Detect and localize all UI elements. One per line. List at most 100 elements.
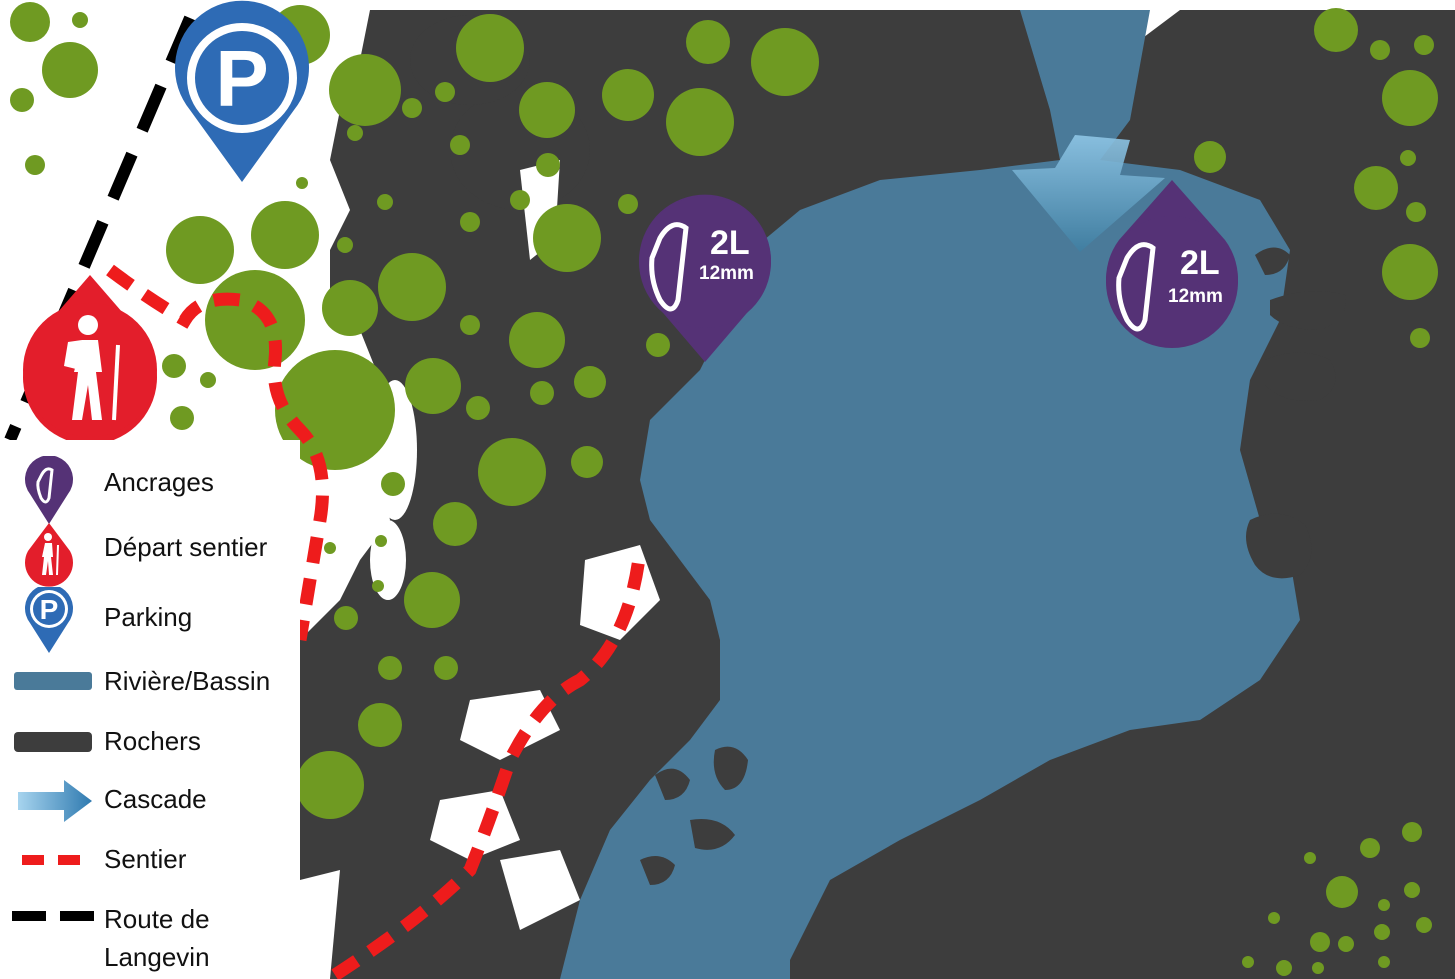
tree-canopy bbox=[1416, 917, 1432, 933]
legend-item-parking: P Parking bbox=[0, 585, 300, 653]
tree-canopy bbox=[1378, 899, 1390, 911]
tree-canopy bbox=[519, 82, 575, 138]
tree-canopy bbox=[618, 194, 638, 214]
tree-canopy bbox=[322, 280, 378, 336]
legend-label-river: Rivière/Bassin bbox=[104, 666, 271, 696]
tree-canopy bbox=[460, 315, 480, 335]
tree-canopy bbox=[1378, 956, 1390, 968]
trail-line bbox=[106, 264, 647, 979]
parking-marker-icon: P bbox=[175, 0, 310, 182]
hiker-marker-icon bbox=[22, 275, 157, 445]
tree-canopy bbox=[402, 98, 422, 118]
tree-canopy bbox=[324, 542, 336, 554]
legend-label-road: Route de Langevin bbox=[104, 904, 210, 972]
legend-label-parking: Parking bbox=[104, 602, 193, 632]
tree-canopy bbox=[433, 502, 477, 546]
tree-canopy bbox=[1414, 35, 1434, 55]
legend-label-trail-start: Départ sentier bbox=[104, 532, 268, 562]
legend-item-anchors: Ancrages bbox=[0, 450, 300, 524]
tree-canopy bbox=[478, 438, 546, 506]
carabiner-marker-icon bbox=[25, 456, 73, 524]
legend-item-rocks: Rochers bbox=[0, 722, 300, 778]
tree-canopy bbox=[1400, 150, 1416, 166]
tree-canopy bbox=[166, 216, 234, 284]
legend-label-anchors: Ancrages bbox=[104, 467, 214, 497]
tree-canopy bbox=[1354, 166, 1398, 210]
legend-item-cascade: Cascade bbox=[0, 774, 300, 830]
river-swatch-icon bbox=[14, 672, 92, 690]
tree-canopy bbox=[646, 333, 670, 357]
tree-canopy bbox=[435, 82, 455, 102]
tree-canopy bbox=[347, 125, 363, 141]
tree-canopy bbox=[466, 396, 490, 420]
anchor-left-size: 12mm bbox=[699, 263, 754, 284]
anchor-right-size: 12mm bbox=[1168, 286, 1223, 307]
legend-label-rocks: Rochers bbox=[104, 726, 201, 756]
tree-canopy bbox=[571, 446, 603, 478]
road-dash-icon bbox=[12, 911, 94, 921]
tree-canopy bbox=[574, 366, 606, 398]
anchor-left-count: 2L bbox=[710, 224, 750, 262]
tree-canopy bbox=[1276, 960, 1292, 976]
tree-canopy bbox=[334, 606, 358, 630]
tree-canopy bbox=[1326, 876, 1358, 908]
tree-canopy bbox=[329, 54, 401, 126]
tree-canopy bbox=[42, 42, 98, 98]
tree-canopy bbox=[72, 12, 88, 28]
legend-item-road: Route de Langevin bbox=[0, 898, 300, 978]
tree-canopy bbox=[10, 2, 50, 42]
legend-label-trail: Sentier bbox=[104, 844, 187, 874]
rocks-swatch-icon bbox=[14, 732, 92, 752]
tree-canopy bbox=[686, 20, 730, 64]
tree-canopy bbox=[337, 237, 353, 253]
tree-canopy bbox=[1406, 202, 1426, 222]
legend-label-cascade: Cascade bbox=[104, 784, 207, 814]
tree-canopy bbox=[381, 472, 405, 496]
tree-canopy bbox=[456, 14, 524, 82]
tree-canopy bbox=[1382, 70, 1438, 126]
tree-canopy bbox=[251, 201, 319, 269]
tree-canopy bbox=[1310, 932, 1330, 952]
legend-item-trail: Sentier bbox=[0, 840, 300, 896]
tree-canopy bbox=[450, 135, 470, 155]
tree-canopy bbox=[1360, 838, 1380, 858]
tree-canopy bbox=[1370, 40, 1390, 60]
tree-canopy bbox=[1410, 328, 1430, 348]
tree-canopy bbox=[170, 406, 194, 430]
map-legend: Ancrages Départ sentier P Parking Rivièr… bbox=[0, 440, 300, 979]
tree-canopy bbox=[200, 372, 216, 388]
tree-canopy bbox=[205, 270, 305, 370]
tree-canopy bbox=[25, 155, 45, 175]
anchor-marker-left: 2L 12mm bbox=[638, 194, 771, 362]
cascade-arrow-icon bbox=[18, 780, 92, 822]
tree-canopy bbox=[296, 177, 308, 189]
parking-marker-letter: P bbox=[215, 34, 268, 123]
parking-marker-icon: P bbox=[25, 587, 73, 653]
tree-canopy bbox=[372, 580, 384, 592]
tree-canopy bbox=[751, 28, 819, 96]
tree-canopy bbox=[162, 354, 186, 378]
tree-canopy bbox=[1404, 882, 1420, 898]
tree-canopy bbox=[1312, 962, 1324, 974]
tree-canopy bbox=[405, 358, 461, 414]
tree-canopy bbox=[536, 153, 560, 177]
tree-canopy bbox=[1304, 852, 1316, 864]
cascade-arrow bbox=[1012, 135, 1165, 252]
anchor-right-count: 2L bbox=[1180, 244, 1220, 282]
tree-canopy bbox=[377, 194, 393, 210]
tree-canopy bbox=[1242, 956, 1254, 968]
tree-canopy bbox=[10, 88, 34, 112]
tree-canopy bbox=[460, 212, 480, 232]
tree-canopy bbox=[1374, 924, 1390, 940]
rocks-in-water bbox=[640, 247, 1346, 885]
tree-canopy bbox=[1268, 912, 1280, 924]
tree-canopy bbox=[1402, 822, 1422, 842]
anchor-marker-right: 2L 12mm bbox=[1106, 180, 1238, 348]
tree-canopy bbox=[530, 381, 554, 405]
tree-canopy bbox=[404, 572, 460, 628]
tree-canopy bbox=[602, 69, 654, 121]
tree-canopy bbox=[378, 253, 446, 321]
tree-canopy bbox=[1194, 141, 1226, 173]
